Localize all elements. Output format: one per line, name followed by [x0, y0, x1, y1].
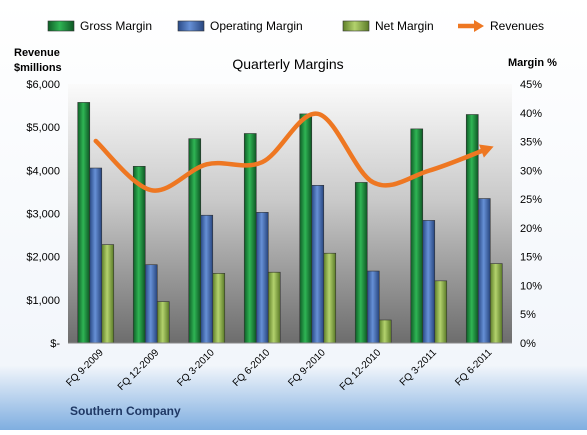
operating-margin-bar: [89, 167, 103, 344]
net-margin-bar: [267, 271, 281, 344]
operating-margin-legend-swatch: [177, 20, 205, 32]
operating-margin-bar: [477, 198, 491, 344]
operating-margin-bar: [255, 212, 269, 344]
right-tick-label: 15%: [520, 252, 542, 264]
gross-margin-bar: [299, 113, 313, 344]
left-axis-label-line2: $millions: [14, 62, 62, 74]
net-margin-bar: [212, 273, 226, 344]
operating-margin-bar: [200, 214, 214, 344]
gross-margin-bar: [77, 102, 91, 344]
revenues-line-arrowhead: [478, 144, 494, 158]
revenues-legend-label: Revenues: [490, 19, 544, 33]
chart-title: Quarterly Margins: [232, 56, 343, 72]
gross-margin-bar: [132, 166, 146, 344]
left-tick-label: $6,000: [26, 79, 60, 91]
revenues-line: [93, 111, 487, 193]
net-margin-bar: [378, 319, 392, 344]
right-tick-label: 45%: [520, 79, 542, 91]
company-name: Southern Company: [70, 404, 181, 418]
right-tick-label: 0%: [520, 338, 536, 350]
gross-margin-bar: [465, 114, 479, 344]
left-tick-label: $2,000: [26, 252, 60, 264]
revenue-line-series: [93, 111, 494, 193]
right-tick-label: 10%: [520, 280, 542, 292]
left-axis-label-line1: Revenue: [14, 47, 60, 59]
net-margin-legend-label: Net Margin: [375, 19, 434, 33]
right-tick-label: 30%: [520, 165, 542, 177]
right-tick-label: 5%: [520, 309, 536, 321]
operating-margin-bar: [366, 270, 380, 344]
left-tick-label: $3,000: [26, 209, 60, 221]
gross-margin-bar: [410, 128, 424, 344]
right-tick-label: 25%: [520, 194, 542, 206]
operating-margin-legend-label: Operating Margin: [210, 19, 303, 33]
gross-margin-bar: [354, 182, 368, 344]
left-tick-label: $4,000: [26, 165, 60, 177]
left-axis-ticks: $- $1,000 $2,000 $3,000 $4,000 $5,000 $6,000: [26, 79, 60, 350]
gross-margin-legend-label: Gross Margin: [80, 19, 152, 33]
operating-margin-bar: [144, 264, 158, 344]
gross-margin-legend-swatch: [47, 20, 75, 32]
left-tick-label: $-: [50, 338, 60, 350]
left-tick-label: $5,000: [26, 122, 60, 134]
net-margin-bar: [156, 301, 170, 344]
right-tick-label: 20%: [520, 223, 542, 235]
right-tick-label: 35%: [520, 137, 542, 149]
net-margin-bar: [101, 244, 115, 344]
left-tick-label: $1,000: [26, 295, 60, 307]
operating-margin-bar: [311, 184, 325, 344]
net-margin-bar: [323, 252, 337, 344]
operating-margin-bar: [422, 220, 436, 344]
net-margin-bar: [489, 263, 503, 344]
revenues-legend-arrow: [474, 20, 484, 32]
net-margin-bar: [434, 280, 448, 344]
right-tick-label: 40%: [520, 108, 542, 120]
net-margin-legend-swatch: [342, 20, 370, 32]
right-axis-ticks: 0% 5% 10% 15% 20% 25% 30% 35% 40% 45%: [520, 79, 542, 350]
right-axis-label: Margin %: [508, 57, 557, 69]
bar-series: [77, 102, 503, 344]
legend: Gross Margin Operating Margin Net Margin Re…: [47, 19, 544, 33]
